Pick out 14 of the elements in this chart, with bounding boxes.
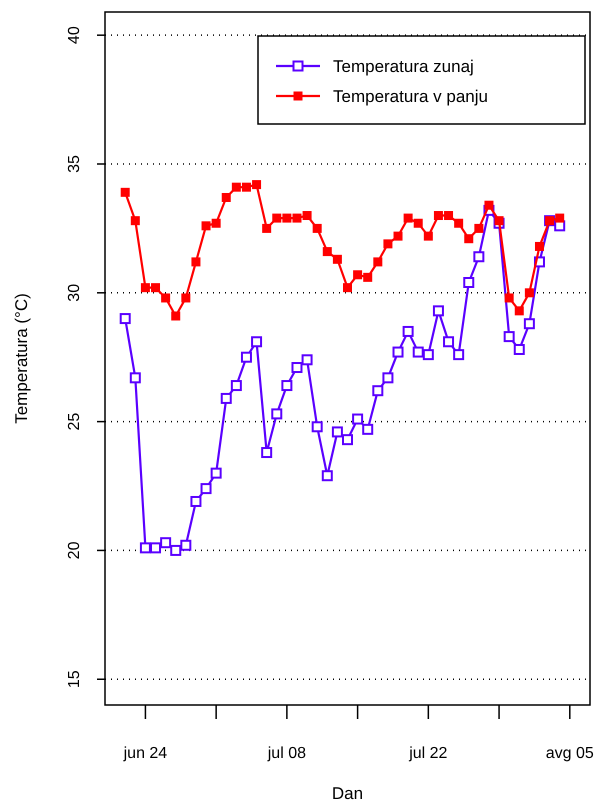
x-tick-label: jul 08 — [266, 745, 306, 762]
y-tick-label: 15 — [66, 670, 83, 688]
x-tick-label: jun 24 — [122, 745, 168, 762]
x-tick-label: jul 22 — [408, 745, 448, 762]
y-tick-label: 25 — [66, 412, 83, 431]
y-tick-label: 40 — [66, 26, 83, 44]
y-tick-label: 30 — [66, 284, 83, 302]
y-axis-title: Temperatura (°C) — [12, 293, 31, 424]
x-tick-label: avg 05 — [546, 745, 594, 762]
legend-label: Temperatura zunaj — [333, 57, 474, 76]
legend-label: Temperatura v panju — [333, 87, 488, 106]
x-axis-title: Dan — [332, 784, 364, 803]
y-tick-label: 20 — [66, 541, 83, 560]
y-tick-label: 35 — [66, 154, 83, 173]
